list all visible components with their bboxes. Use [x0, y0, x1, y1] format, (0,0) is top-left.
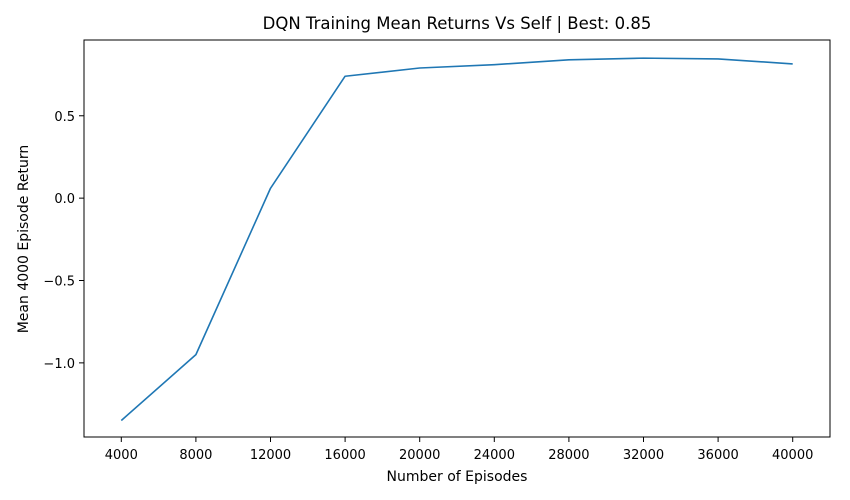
- series-line: [120, 57, 793, 422]
- x-axis-label: Number of Episodes: [387, 469, 528, 485]
- x-axis: 4000 8000 12000 16000 20000 24000 28000 32000 36…: [105, 437, 813, 463]
- series-layer: [120, 57, 793, 422]
- y-axis: −1.0 −0.5 0.0 0.5: [43, 110, 84, 372]
- y-tick-label: −1.0: [43, 357, 75, 372]
- x-tick-label: 28000: [548, 448, 589, 463]
- x-tick-label: 20000: [399, 448, 440, 463]
- chart-title: DQN Training Mean Returns Vs Self | Best…: [263, 14, 652, 33]
- plot-area: [83, 39, 831, 438]
- plot-frame: [83, 39, 831, 438]
- x-tick-label: 24000: [474, 448, 515, 463]
- x-tick-label: 40000: [772, 448, 813, 463]
- y-axis-label: Mean 4000 Episode Return: [16, 145, 32, 334]
- y-tick-label: 0.0: [54, 192, 75, 207]
- y-tick-label: 0.5: [54, 110, 75, 125]
- x-tick-label: 36000: [697, 448, 738, 463]
- y-tick-label: −0.5: [43, 275, 75, 290]
- x-tick-label: 12000: [250, 448, 291, 463]
- x-tick-label: 4000: [105, 448, 138, 463]
- x-tick-label: 8000: [179, 448, 212, 463]
- x-tick-label: 16000: [324, 448, 365, 463]
- x-tick-label: 32000: [623, 448, 664, 463]
